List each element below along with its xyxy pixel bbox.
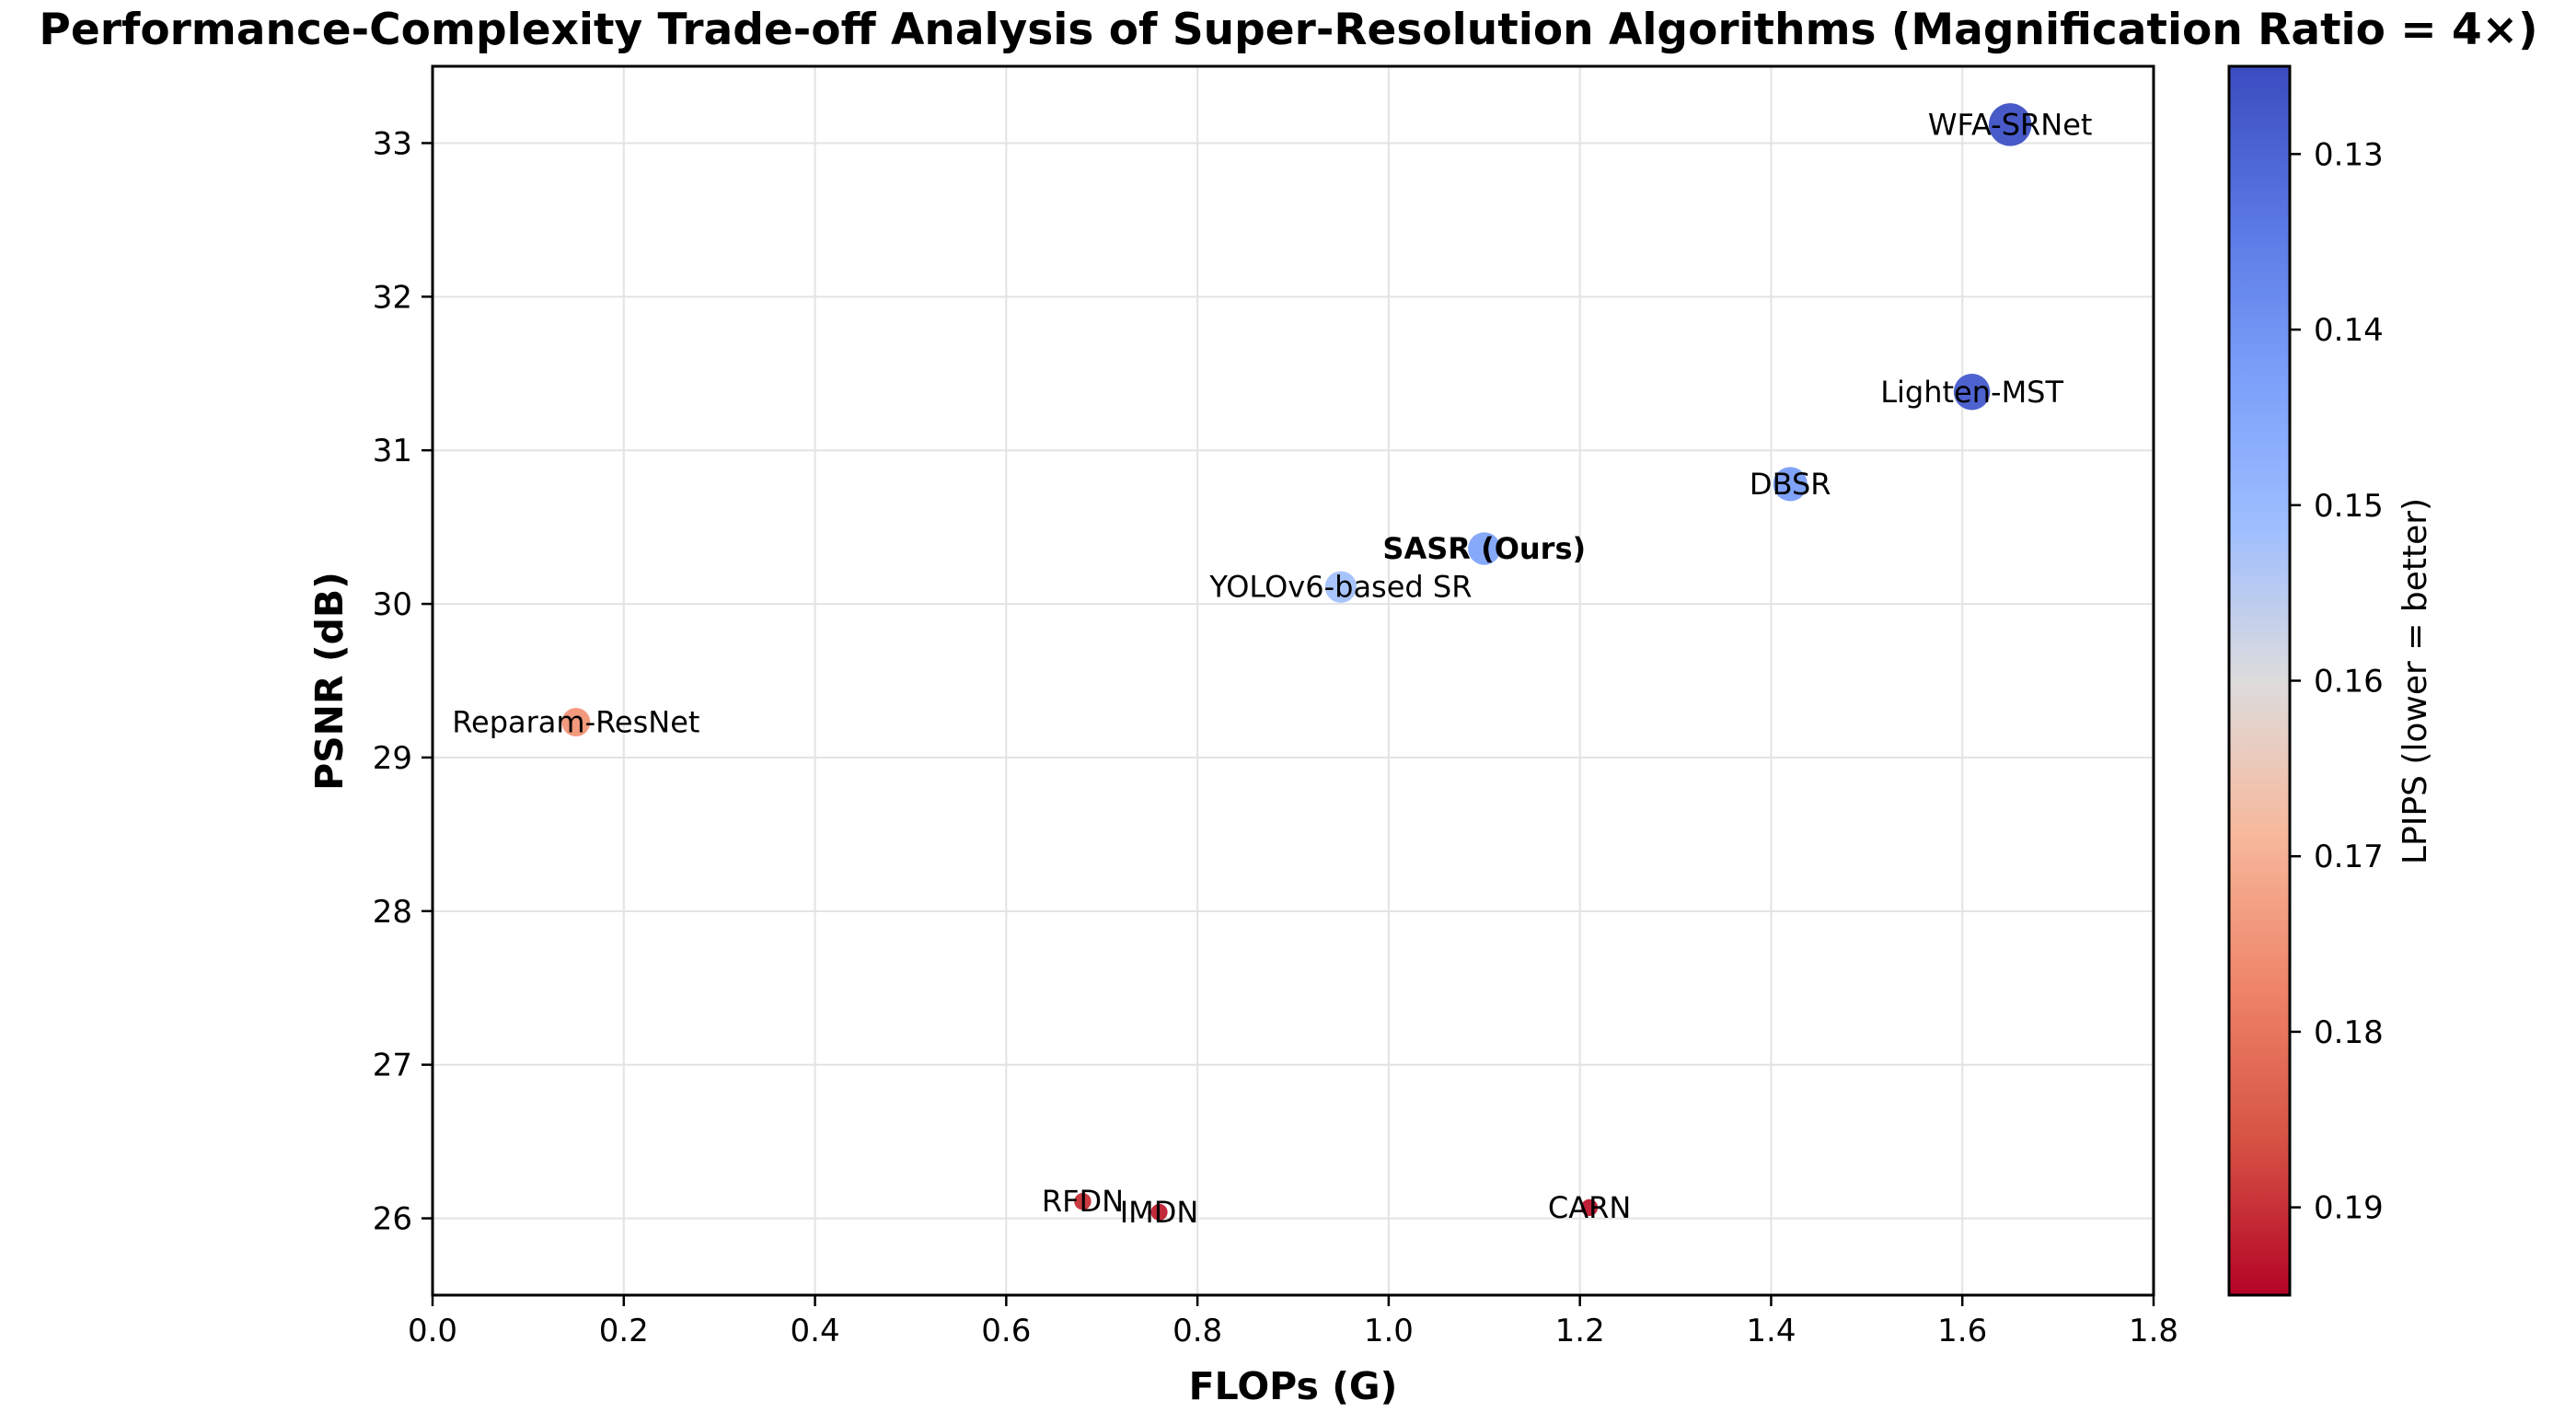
scatter-point	[1074, 1192, 1092, 1210]
colorbar-tick-label: 0.17	[2314, 839, 2384, 875]
point-label: Reparam-ResNet	[452, 705, 699, 740]
x-axis-label: FLOPs (G)	[1189, 1364, 1398, 1408]
colorbar-ticks: 0.13 0.14 0.15 0.16 0.17 0.18 0.19	[2290, 136, 2384, 1227]
scatter-point	[561, 708, 591, 737]
y-tick-label: 27	[373, 1048, 412, 1084]
point-label: DBSR	[1750, 467, 1831, 502]
y-axis-label: PSNR (dB)	[307, 572, 352, 791]
point-label: Lighten-MST	[1880, 375, 2063, 410]
point-label: SASR (Ours)	[1382, 531, 1586, 566]
colorbar-tick-label: 0.18	[2314, 1014, 2384, 1051]
point-label: WFA-SRNet	[1928, 107, 2093, 142]
scatter-point	[1773, 467, 1808, 502]
chart-title: Performance-Complexity Trade-off Analysi…	[39, 5, 2537, 55]
y-tick-label: 33	[373, 125, 412, 162]
x-tick-label: 1.8	[2129, 1313, 2178, 1349]
x-tick-label: 1.6	[1937, 1313, 1987, 1349]
point-label: CARN	[1548, 1190, 1631, 1225]
x-tick-label: 0.0	[408, 1313, 457, 1349]
point-label: RFDN	[1042, 1184, 1124, 1219]
scatter-point	[1150, 1203, 1168, 1221]
x-tick-label: 0.4	[791, 1313, 840, 1349]
scatter-point	[1324, 571, 1357, 603]
x-tick-label: 0.8	[1172, 1313, 1222, 1349]
colorbar-label: LPIPS (lower = better)	[2397, 498, 2434, 864]
x-tick-label: 0.6	[981, 1313, 1031, 1349]
colorbar-tick-label: 0.14	[2314, 312, 2384, 349]
y-tick-label: 29	[373, 740, 412, 777]
scatter-point	[1468, 532, 1501, 565]
scatter-point	[1580, 1198, 1599, 1217]
x-tick-label: 1.4	[1746, 1313, 1796, 1349]
colorbar	[2227, 64, 2292, 1297]
y-tick-label: 31	[373, 433, 412, 469]
colorbar-tick-label: 0.13	[2314, 136, 2384, 173]
x-tick-label: 0.2	[599, 1313, 649, 1349]
x-tick-label: 1.0	[1364, 1313, 1414, 1349]
plot-frame	[431, 64, 2155, 1297]
y-tick-label: 32	[373, 279, 412, 316]
colorbar-tick-label: 0.15	[2314, 488, 2384, 525]
colorbar-tick-label: 0.16	[2314, 664, 2384, 700]
point-label: YOLOv6-based SR	[1208, 570, 1472, 605]
point-label: IMDN	[1120, 1195, 1199, 1230]
scatter-point	[1988, 103, 2032, 146]
grid	[432, 66, 2154, 1295]
y-axis-ticks: 26 27 28 29 30 31 32 33	[373, 125, 433, 1238]
y-tick-label: 26	[373, 1201, 412, 1238]
x-axis-ticks: 0.0 0.2 0.4 0.6 0.8 1.0 1.2 1.4 1.6 1.8	[408, 1295, 2178, 1349]
colorbar-tick-label: 0.19	[2314, 1190, 2384, 1227]
scatter-point	[1953, 374, 1991, 411]
y-tick-label: 30	[373, 586, 412, 623]
y-tick-label: 28	[373, 894, 412, 931]
data-points: WFA-SRNet Lighten-MST DBSR SASR (Ours) YOLOv…	[452, 103, 2092, 1230]
x-tick-label: 1.2	[1555, 1313, 1605, 1349]
